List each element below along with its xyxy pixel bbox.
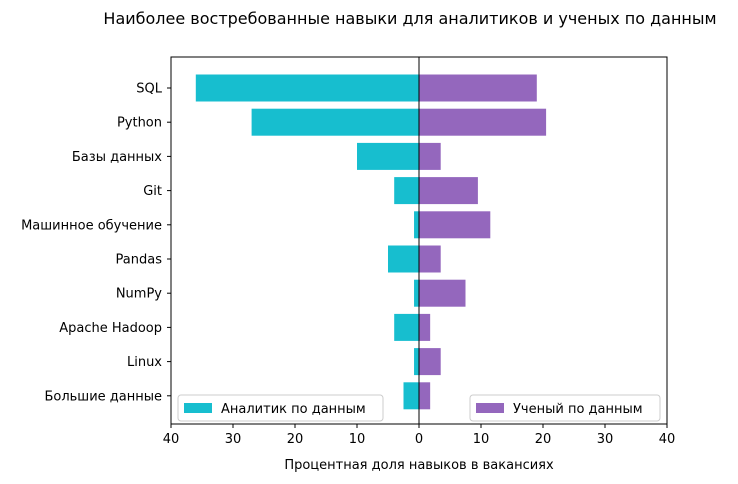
bar-scientist-8: [419, 348, 441, 376]
x-tick-label-2: 20: [287, 432, 304, 447]
bar-analyst-4: [414, 211, 419, 239]
x-tick-label-5: 10: [473, 432, 490, 447]
bar-analyst-3: [394, 177, 419, 205]
bar-scientist-5: [419, 245, 441, 273]
x-tick-label-1: 30: [225, 432, 242, 447]
y-tick-label-5: Pandas: [116, 253, 163, 268]
legend-label-analyst: Аналитик по данным: [221, 402, 366, 417]
legend-scientist: [469, 394, 661, 422]
y-tick-label-3: Git: [143, 184, 162, 199]
bar-scientist-1: [419, 108, 547, 136]
legend-swatch-analyst: [184, 403, 212, 413]
y-tick-label-7: Apache Hadoop: [59, 321, 162, 336]
x-axis-label: Процентная доля навыков в вакансиях: [284, 458, 554, 473]
y-tick-label-2: Базы данных: [72, 150, 162, 165]
legend-analyst: [177, 394, 384, 422]
bar-scientist-9: [419, 382, 431, 410]
bar-scientist-7: [419, 313, 431, 341]
x-tick-label-0: 40: [163, 432, 180, 447]
bar-analyst-5: [388, 245, 419, 273]
x-tick-label-7: 30: [597, 432, 614, 447]
bar-scientist-0: [419, 74, 537, 102]
y-tick-label-1: Python: [117, 116, 162, 131]
bar-analyst-8: [414, 348, 419, 376]
bar-analyst-1: [251, 108, 419, 136]
bar-analyst-9: [403, 382, 419, 410]
bar-analyst-7: [394, 313, 419, 341]
y-tick-label-4: Машинное обучение: [21, 218, 162, 233]
x-tick-label-3: 10: [349, 432, 366, 447]
x-tick-label-4: 0: [415, 432, 423, 447]
bar-analyst-2: [357, 142, 419, 170]
y-tick-label-0: SQL: [136, 82, 162, 97]
y-tick-label-8: Linux: [127, 355, 162, 370]
bar-scientist-6: [419, 279, 466, 307]
y-tick-label-9: Большие данные: [44, 389, 162, 404]
x-tick-label-8: 40: [659, 432, 676, 447]
y-tick-label-6: NumPy: [116, 287, 162, 302]
chart-title: Наиболее востребованные навыки для анали…: [103, 9, 716, 28]
plot-area: SQL Python Базы данных Git Машинное обучение…: [21, 56, 676, 447]
x-tick-label-6: 20: [535, 432, 552, 447]
bar-analyst-0: [195, 74, 419, 102]
bar-scientist-3: [419, 177, 478, 205]
legend-swatch-scientist: [476, 403, 504, 413]
bar-analyst-6: [414, 279, 419, 307]
bar-scientist-4: [419, 211, 491, 239]
legend-label-scientist: Ученый по данным: [513, 402, 643, 417]
bar-scientist-2: [419, 142, 441, 170]
